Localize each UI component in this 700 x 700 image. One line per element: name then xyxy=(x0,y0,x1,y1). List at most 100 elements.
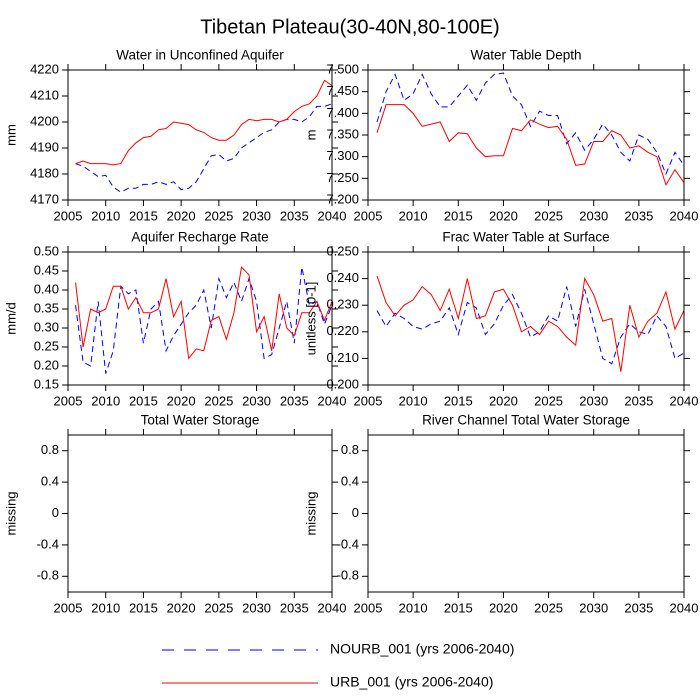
panel-title: Water Table Depth xyxy=(470,48,581,63)
plot-frame xyxy=(367,69,685,201)
y-tick-label: 0.45 xyxy=(34,262,59,277)
panel-title: River Channel Total Water Storage xyxy=(422,413,630,428)
x-tick-label: 2035 xyxy=(280,393,309,408)
y-tick-label: 0.240 xyxy=(326,270,359,285)
y-tick-label: 4190 xyxy=(30,139,59,154)
x-tick-label: 2025 xyxy=(204,600,233,615)
x-tick-label: 2035 xyxy=(280,600,309,615)
plot-frame xyxy=(67,69,333,201)
panel-title: Total Water Storage xyxy=(141,413,260,428)
x-tick-label: 2010 xyxy=(91,600,120,615)
x-tick-label: 2005 xyxy=(54,393,83,408)
plot-frame xyxy=(367,251,685,386)
plot-frame xyxy=(67,434,333,593)
y-axis-label: missing xyxy=(3,491,18,535)
y-tick-label: -0.4 xyxy=(37,536,59,551)
x-tick-label: 2030 xyxy=(579,393,608,408)
panel-title: Aquifer Recharge Rate xyxy=(131,230,268,245)
y-tick-label: 0.230 xyxy=(326,297,359,312)
x-tick-label: 2005 xyxy=(54,208,83,223)
series-line xyxy=(75,266,333,360)
y-tick-label: 0 xyxy=(52,505,59,520)
y-axis-label: mm/d xyxy=(3,302,18,335)
x-tick-label: 2040 xyxy=(318,393,347,408)
x-tick-label: 2035 xyxy=(280,208,309,223)
y-tick-label: 0.220 xyxy=(326,323,359,338)
x-tick-label: 2015 xyxy=(129,208,158,223)
x-tick-label: 2025 xyxy=(204,208,233,223)
series-line xyxy=(376,286,685,365)
x-tick-label: 2010 xyxy=(399,393,428,408)
x-tick-label: 2020 xyxy=(489,600,518,615)
series-line xyxy=(75,103,333,193)
y-tick-label: 0.15 xyxy=(34,376,59,391)
series-line xyxy=(376,275,685,372)
panel-title: Water in Unconfined Aquifer xyxy=(116,48,284,63)
x-tick-label: 2040 xyxy=(670,208,699,223)
x-tick-label: 2040 xyxy=(670,600,699,615)
x-tick-label: 2020 xyxy=(167,208,196,223)
y-tick-label: 0.4 xyxy=(41,474,59,489)
y-tick-label: 0.200 xyxy=(326,376,359,391)
x-tick-label: 2020 xyxy=(489,208,518,223)
x-tick-label: 2015 xyxy=(444,600,473,615)
x-tick-label: 2030 xyxy=(242,393,271,408)
y-tick-label: 7.200 xyxy=(326,191,359,206)
y-tick-label: 7.500 xyxy=(326,61,359,76)
x-tick-label: 2020 xyxy=(167,600,196,615)
x-tick-label: 2035 xyxy=(624,600,653,615)
y-tick-label: 0.8 xyxy=(341,442,359,457)
y-tick-label: 4180 xyxy=(30,165,59,180)
x-tick-label: 2010 xyxy=(91,393,120,408)
x-tick-label: 2005 xyxy=(354,600,383,615)
x-tick-label: 2010 xyxy=(399,600,428,615)
x-tick-label: 2010 xyxy=(91,208,120,223)
x-tick-label: 2025 xyxy=(204,393,233,408)
y-tick-label: -0.8 xyxy=(37,568,59,583)
x-tick-label: 2005 xyxy=(354,393,383,408)
x-tick-label: 2015 xyxy=(444,208,473,223)
x-tick-label: 2035 xyxy=(624,208,653,223)
x-tick-label: 2005 xyxy=(354,208,383,223)
x-tick-label: 2040 xyxy=(670,393,699,408)
legend-label: NOURB_001 (yrs 2006-2040) xyxy=(330,641,514,657)
x-tick-label: 2020 xyxy=(489,393,518,408)
y-tick-label: 7.250 xyxy=(326,170,359,185)
y-tick-label: 7.450 xyxy=(326,83,359,98)
y-axis-label: mm xyxy=(3,124,18,146)
y-tick-label: 7.350 xyxy=(326,126,359,141)
y-tick-label: 0.35 xyxy=(34,300,59,315)
plot-frame xyxy=(67,251,333,386)
series-line xyxy=(75,267,333,374)
x-tick-label: 2030 xyxy=(579,600,608,615)
y-tick-label: 4210 xyxy=(30,87,59,102)
x-tick-label: 2015 xyxy=(444,393,473,408)
y-tick-label: 7.300 xyxy=(326,148,359,163)
y-tick-label: 0.8 xyxy=(41,442,59,457)
x-tick-label: 2005 xyxy=(54,600,83,615)
x-tick-label: 2025 xyxy=(534,208,563,223)
y-tick-label: 4220 xyxy=(30,61,59,76)
x-tick-label: 2025 xyxy=(534,393,563,408)
y-tick-label: 0.40 xyxy=(34,281,59,296)
y-tick-label: 0 xyxy=(352,505,359,520)
y-tick-label: 0.25 xyxy=(34,338,59,353)
y-tick-label: -0.4 xyxy=(337,536,359,551)
series-line xyxy=(376,104,685,187)
x-tick-label: 2030 xyxy=(242,600,271,615)
figure-title: Tibetan Plateau(30-40N,80-100E) xyxy=(200,16,499,38)
y-tick-label: -0.8 xyxy=(337,568,359,583)
panel-title: Frac Water Table at Surface xyxy=(442,230,609,245)
y-tick-label: 0.20 xyxy=(34,357,59,372)
y-tick-label: 4170 xyxy=(30,191,59,206)
y-tick-label: 0.210 xyxy=(326,350,359,365)
y-tick-label: 4200 xyxy=(30,113,59,128)
x-tick-label: 2025 xyxy=(534,600,563,615)
x-tick-label: 2040 xyxy=(318,600,347,615)
legend-label: URB_001 (yrs 2006-2040) xyxy=(330,674,493,690)
y-axis-label: m xyxy=(303,130,318,141)
x-tick-label: 2015 xyxy=(129,393,158,408)
x-tick-label: 2015 xyxy=(129,600,158,615)
y-tick-label: 0.30 xyxy=(34,319,59,334)
